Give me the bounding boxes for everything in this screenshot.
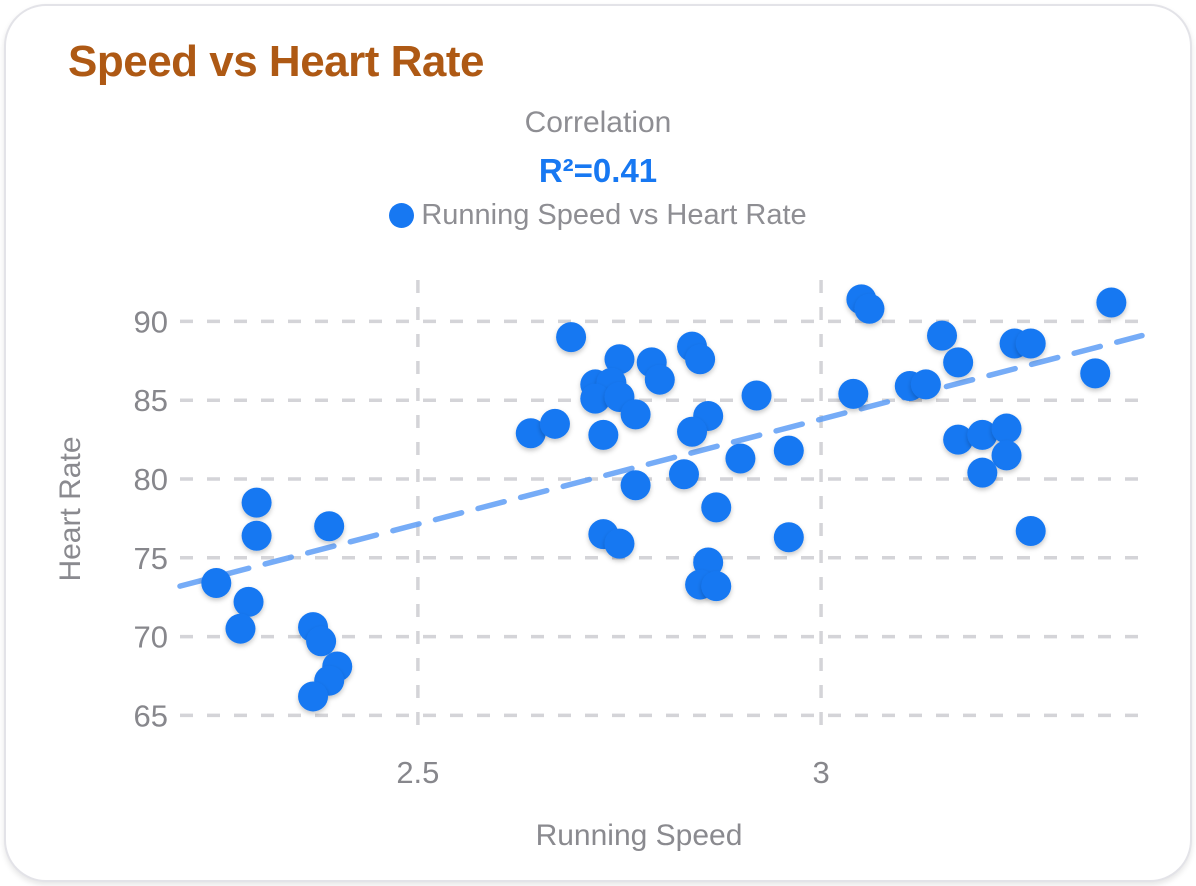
page-title: Speed vs Heart Rate: [68, 37, 485, 86]
scatter-point: [677, 416, 708, 447]
scatter-point: [741, 380, 772, 411]
r-squared-value: R²=0.41: [538, 152, 658, 189]
scatter-point: [241, 487, 272, 518]
scatter-point: [580, 383, 611, 414]
y-axis-title: Heart Rate: [54, 436, 87, 581]
scatter-point: [725, 443, 756, 474]
y-tick-label: 65: [134, 698, 168, 733]
chart-card: Speed vs Heart Rate Correlation R²=0.41 …: [4, 4, 1192, 882]
scatter-point: [1015, 515, 1046, 546]
scatter-chart: 65 70 75 80 85 90 2.5 3 Running Speed Heart Rate: [54, 280, 1145, 852]
scatter-point: [967, 457, 998, 488]
scatter-point: [1015, 328, 1046, 359]
scatter-point: [991, 413, 1022, 444]
scatter-point: [1080, 358, 1111, 389]
scatter-point: [773, 522, 804, 553]
scatter-point: [943, 347, 974, 378]
scatter-point: [644, 364, 675, 395]
scatter-point: [241, 520, 272, 551]
scatter-point: [910, 369, 941, 400]
scatter-point: [620, 470, 651, 501]
scatter-point: [306, 626, 337, 657]
legend-marker-icon: [389, 203, 415, 228]
scatter-point: [588, 419, 619, 450]
scatter-point: [298, 681, 329, 712]
scatter-point: [927, 320, 958, 351]
scatter-point: [967, 419, 998, 450]
trend-line: [177, 332, 1145, 589]
x-tick-label: 3: [812, 755, 829, 790]
scatter-point: [701, 492, 732, 523]
x-axis-title: Running Speed: [536, 819, 743, 852]
y-tick-label: 80: [134, 462, 168, 497]
scatter-point: [539, 408, 570, 439]
y-tick-label: 75: [134, 541, 168, 576]
scatter-point: [604, 528, 635, 559]
scatter-point: [854, 293, 885, 324]
scatter-point: [668, 459, 699, 490]
y-tick-label: 85: [134, 383, 168, 418]
scatter-point: [604, 344, 635, 375]
scatter-point: [701, 571, 732, 602]
scatter-point: [233, 586, 264, 617]
chart-subtitle: Correlation: [524, 106, 672, 139]
scatter-point: [201, 567, 232, 598]
scatter-point: [620, 399, 651, 430]
y-tick-label: 90: [134, 304, 168, 339]
x-tick-label: 2.5: [396, 755, 439, 790]
y-tick-label: 70: [134, 620, 168, 655]
scatter-point: [991, 440, 1022, 471]
scatter-point: [1096, 287, 1127, 318]
chart-legend: Running Speed vs Heart Rate: [6, 199, 1190, 232]
scatter-point: [943, 424, 974, 455]
scatter-point: [225, 613, 256, 644]
scatter-point: [556, 322, 587, 353]
scatter-point: [515, 418, 546, 449]
scatter-point: [314, 511, 345, 542]
scatter-point: [685, 344, 716, 375]
scatter-point: [773, 435, 804, 466]
legend-label: Running Speed vs Heart Rate: [421, 199, 807, 231]
scatter-point: [838, 378, 869, 409]
